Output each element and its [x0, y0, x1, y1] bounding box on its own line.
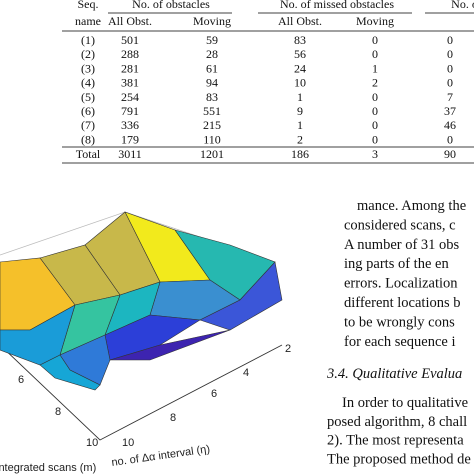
sub-header: All Obst.	[278, 14, 322, 28]
text-line: The proposed method de	[327, 451, 471, 467]
total-cell: 90	[444, 147, 456, 161]
group-header: Seq.	[78, 0, 99, 11]
y-tick-label: 6	[18, 374, 24, 386]
text-line: errors. Localization	[344, 276, 458, 292]
text-line: mance. Among the	[357, 198, 466, 214]
cell: (6)	[81, 104, 95, 118]
cell: 288	[121, 47, 139, 61]
cell: 281	[121, 61, 139, 75]
x-tick-label: 8	[170, 412, 176, 424]
sub-header: Moving	[193, 14, 231, 28]
total-cell: 186	[291, 147, 309, 161]
surface-patch	[199, 261, 283, 331]
surface-patch	[39, 354, 101, 391]
surface-plot	[0, 211, 283, 441]
x-tick-label: 6	[211, 388, 217, 400]
x-tick-label: 10	[122, 437, 134, 449]
cell: 215	[203, 118, 221, 132]
cell: 501	[121, 33, 139, 47]
y-tick-label: 8	[55, 406, 61, 418]
cell: 0	[447, 132, 453, 146]
plot-axis	[0, 344, 283, 441]
cell: 0	[447, 76, 453, 90]
cell: (7)	[81, 118, 95, 132]
y-tick-label: 10	[86, 437, 98, 449]
sub-header: name	[75, 14, 101, 28]
cell: 551	[203, 104, 221, 118]
cell: 0	[372, 90, 378, 104]
group-header: No. of f	[451, 0, 474, 11]
text-line: to be wrongly cons	[344, 314, 455, 330]
cell: 179	[121, 132, 139, 146]
cell: 46	[444, 118, 456, 132]
surface-patch	[109, 329, 231, 361]
cell: 37	[444, 104, 456, 118]
total-cell: 1201	[200, 147, 224, 161]
cell: 94	[206, 76, 218, 90]
cell: (2)	[81, 47, 95, 61]
cell: 7	[447, 90, 453, 104]
text-line: for each sequence i	[344, 334, 456, 350]
cell: 2	[372, 76, 378, 90]
cell: 0	[447, 61, 453, 75]
cell: 10	[294, 76, 306, 90]
cell: (1)	[81, 33, 95, 47]
cell: (5)	[81, 90, 95, 104]
cell: 0	[372, 104, 378, 118]
cell: 56	[294, 47, 306, 61]
body-text: mance. Among the considered scans, c A num…	[326, 198, 471, 467]
cell: 1	[297, 118, 303, 132]
text-line: A number of 31 obs	[344, 237, 460, 253]
cell: 336	[121, 118, 139, 132]
cell: 0	[447, 33, 453, 47]
text-line: ing parts of the en	[344, 256, 449, 272]
cell: 2	[297, 132, 303, 146]
total-cell: 3011	[118, 147, 142, 161]
cell: 0	[372, 33, 378, 47]
cell: 0	[372, 47, 378, 61]
cell: 1	[297, 90, 303, 104]
group-header: No. of obstacles	[132, 0, 210, 11]
cell: 0	[372, 118, 378, 132]
sub-header: Moving	[356, 14, 394, 28]
group-header: No. of missed obstacles	[280, 0, 394, 11]
text-line: 2). The most representa	[327, 433, 464, 449]
sub-header: All Obst.	[108, 14, 152, 28]
cell: 83	[206, 90, 218, 104]
section-heading: 3.4. Qualitative Evalua	[326, 366, 462, 382]
cell: 28	[206, 47, 218, 61]
cell: 110	[203, 132, 221, 146]
total-cell: 3	[372, 147, 378, 161]
cell: 791	[121, 104, 139, 118]
cell: 9	[297, 104, 303, 118]
text-line: different locations b	[344, 295, 461, 311]
total-cell: Total	[76, 147, 101, 161]
cell: 59	[206, 33, 218, 47]
cell: (4)	[81, 76, 95, 90]
cell: 381	[121, 76, 139, 90]
y-axis-label: integrated scans (m)	[0, 462, 96, 474]
cell: 254	[121, 90, 139, 104]
table: Seq. No. of obstacles No. of missed obstac…	[62, 0, 474, 164]
text-line: posed algorithm, 8 chall	[327, 414, 467, 430]
cell: 0	[447, 47, 453, 61]
text-line: considered scans, c	[344, 217, 456, 233]
x-tick-label: 2	[285, 343, 291, 355]
cell: 61	[206, 61, 218, 75]
cell: 83	[294, 33, 306, 47]
cell: 1	[372, 61, 378, 75]
cell: 24	[294, 61, 306, 75]
cell: (8)	[81, 132, 95, 146]
cell: (3)	[81, 61, 95, 75]
text-line: In order to qualitative	[342, 395, 468, 411]
x-tick-label: 4	[243, 367, 249, 379]
cell: 0	[372, 132, 378, 146]
